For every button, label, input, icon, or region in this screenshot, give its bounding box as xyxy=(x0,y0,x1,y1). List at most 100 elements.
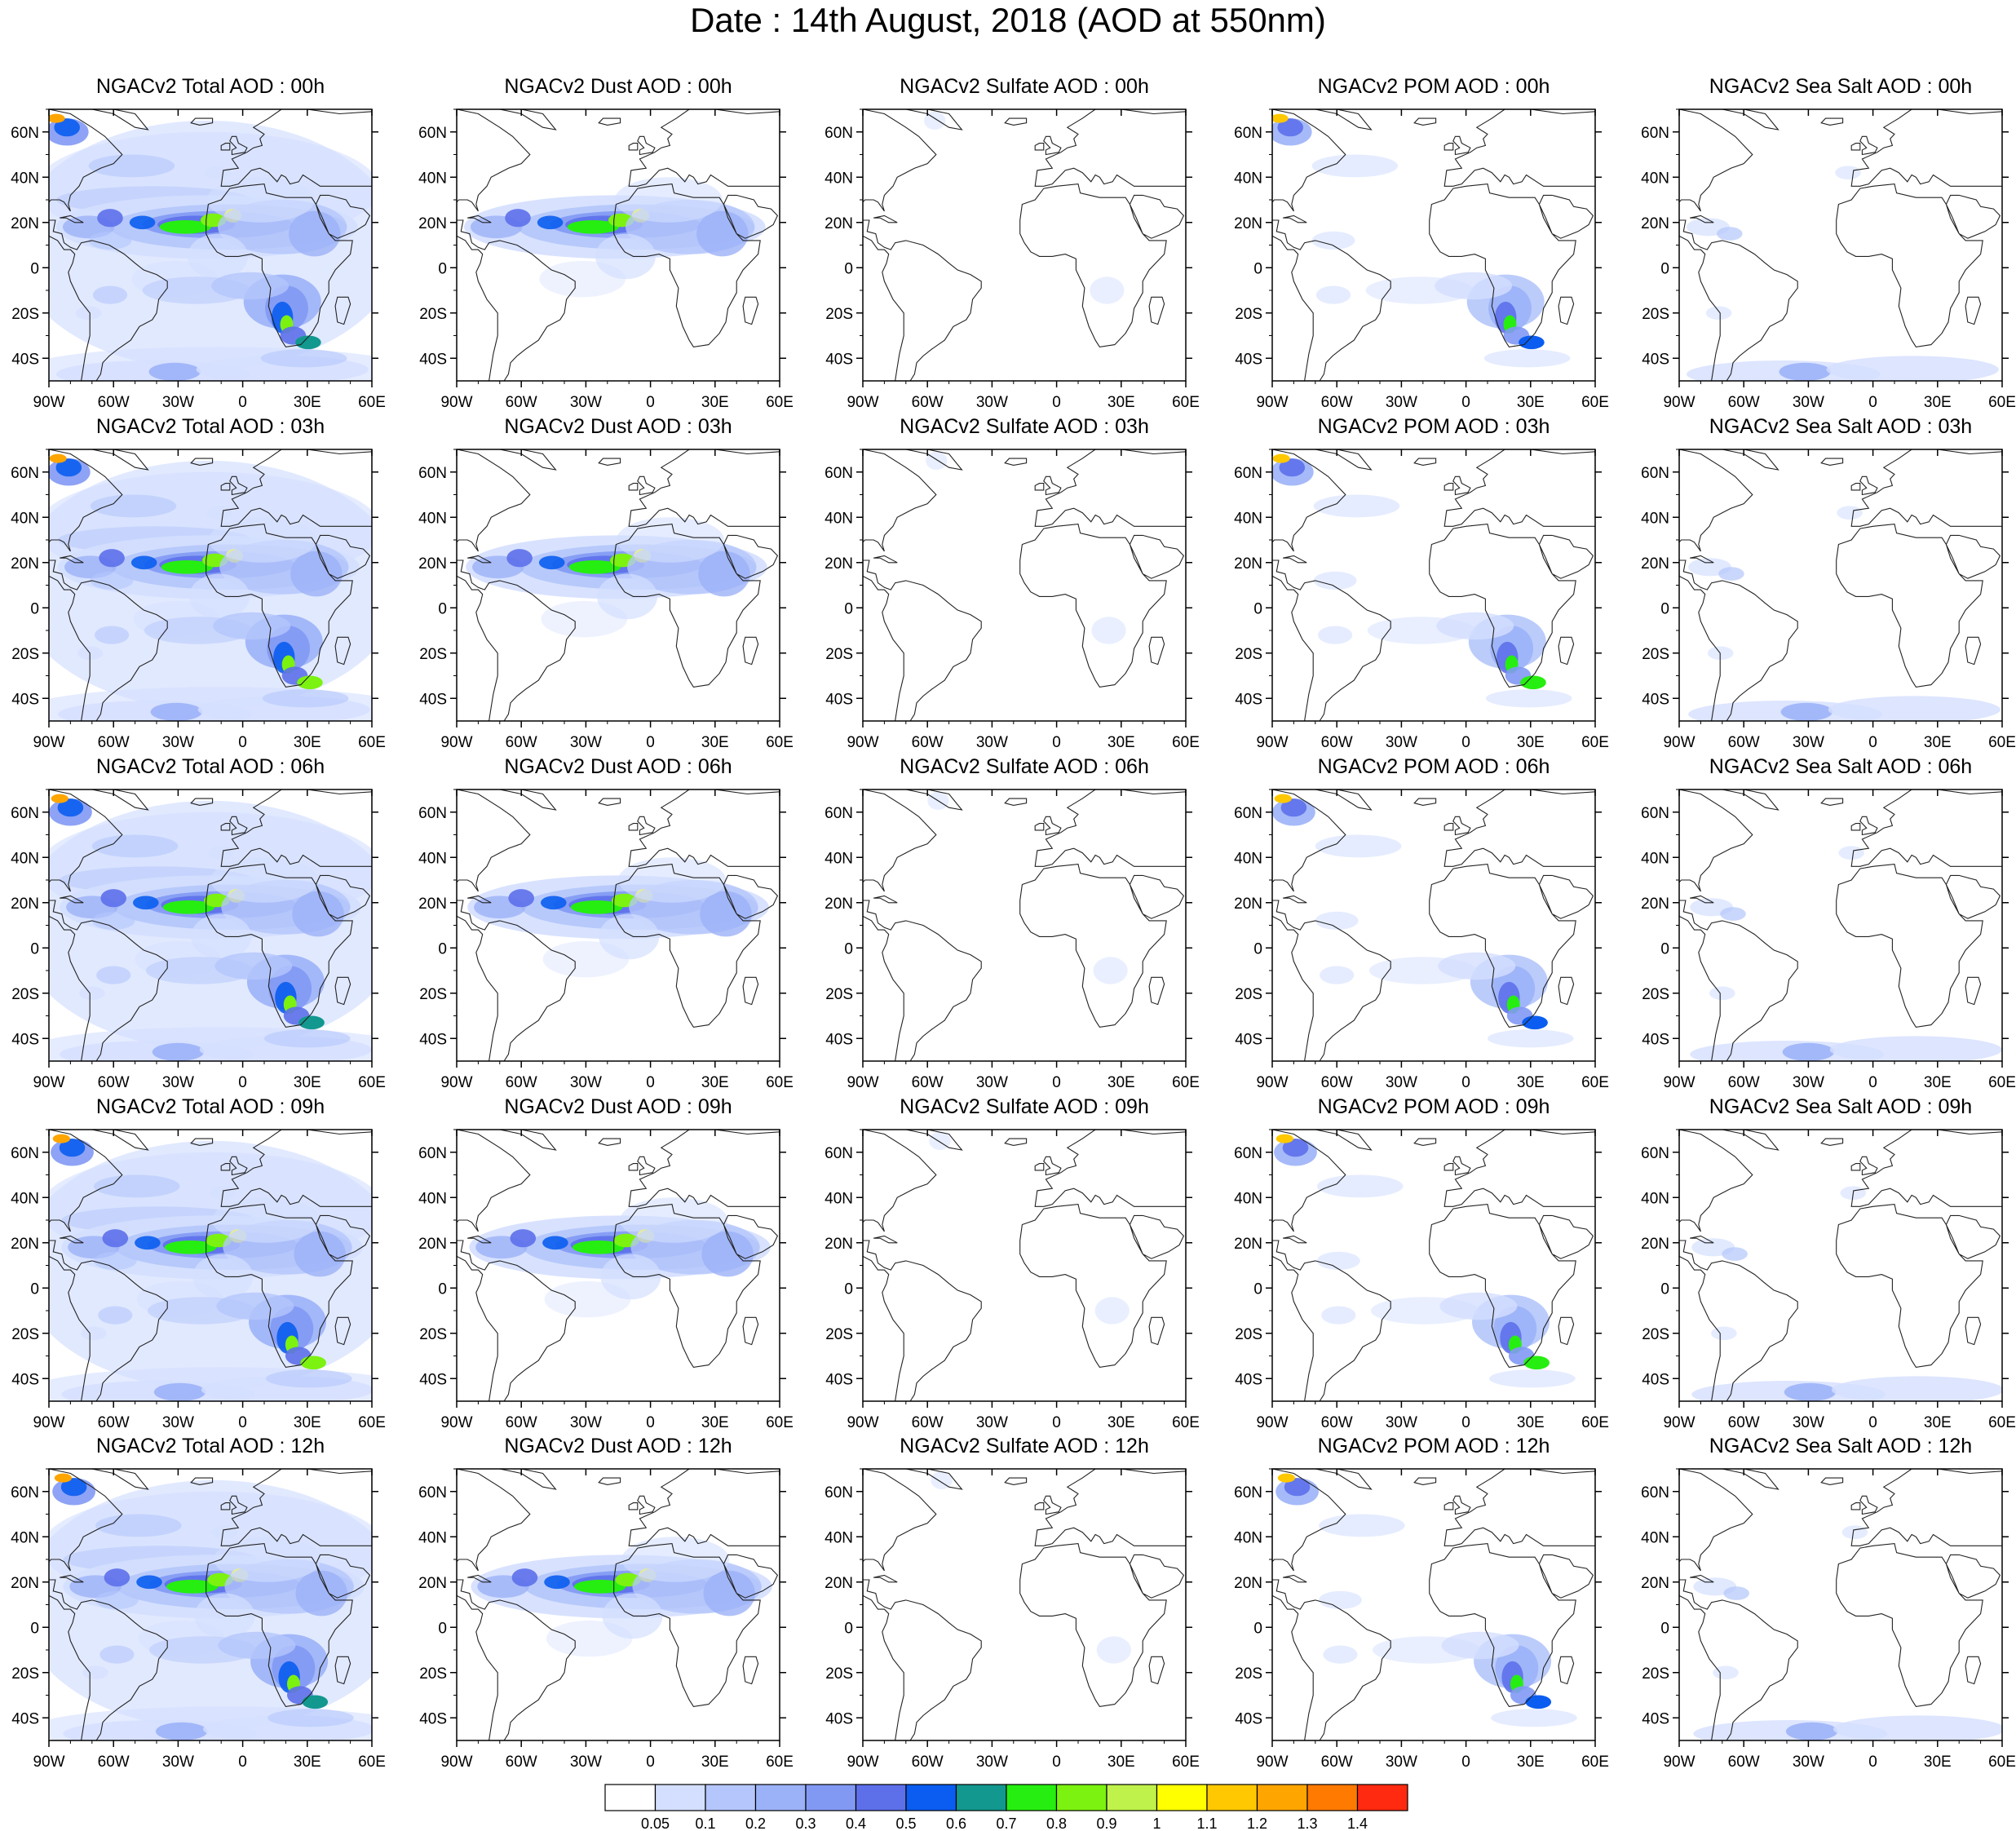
colorbar-swatch xyxy=(805,1784,857,1811)
aod-contour xyxy=(1838,846,1864,860)
lon-tick-label: 60W xyxy=(98,1074,130,1091)
lat-tick-label: 40N xyxy=(418,1190,447,1207)
lat-tick-label: 60N xyxy=(418,805,447,822)
aod-contour xyxy=(1318,626,1353,644)
panel-title: NGACv2 Sulfate AOD : 12h xyxy=(900,1435,1149,1457)
aod-contour xyxy=(52,1134,70,1143)
aod-contour xyxy=(55,458,82,477)
lon-tick-label: 0 xyxy=(1461,734,1470,751)
lon-tick-label: 60E xyxy=(766,394,794,411)
aod-contour xyxy=(54,1473,72,1483)
lat-tick-label: 0 xyxy=(844,600,853,617)
aod-contour xyxy=(90,494,177,518)
lon-tick-label: 0 xyxy=(1868,394,1877,411)
lat-tick-label: 20S xyxy=(419,1665,447,1683)
aod-contour xyxy=(700,891,752,937)
aod-contour xyxy=(92,285,128,304)
lon-tick-label: 60E xyxy=(766,1074,794,1091)
lon-tick-label: 90W xyxy=(847,1754,878,1771)
lat-tick-label: 60N xyxy=(418,1484,447,1502)
lon-tick-label: 60E xyxy=(358,1414,386,1431)
lat-tick-label: 40N xyxy=(418,170,447,187)
lon-tick-label: 30E xyxy=(1517,394,1545,411)
lat-tick-label: 0 xyxy=(1660,940,1669,958)
lat-tick-label: 60N xyxy=(11,465,39,482)
lat-tick-label: 40N xyxy=(11,850,39,867)
lat-tick-label: 0 xyxy=(30,940,39,958)
aod-contour xyxy=(541,600,628,638)
colorbar-swatch xyxy=(654,1784,706,1811)
lon-tick-label: 30W xyxy=(162,1414,194,1431)
lat-tick-label: 20S xyxy=(825,306,853,323)
aod-contour xyxy=(1709,986,1735,1001)
lon-tick-label: 30W xyxy=(570,1074,602,1091)
lat-tick-label: 20N xyxy=(418,215,447,232)
panel-title: NGACv2 Sulfate AOD : 00h xyxy=(900,75,1149,98)
lat-tick-label: 20S xyxy=(419,1326,447,1343)
lat-tick-label: 40N xyxy=(1234,1190,1262,1207)
aod-contour xyxy=(542,940,630,978)
aod-contour xyxy=(133,896,159,910)
aod-field xyxy=(1679,1130,2002,1401)
lon-tick-label: 0 xyxy=(1052,1414,1061,1431)
lat-tick-label: 40S xyxy=(1235,351,1262,368)
lat-tick-label: 0 xyxy=(438,1620,447,1637)
map-panel: 90W 60W 30W 0 30E 60E 60N 40N 20N 0 20S 40S xyxy=(418,449,794,751)
lon-tick-label: 90W xyxy=(440,1754,472,1771)
lat-tick-label: 0 xyxy=(1253,600,1262,617)
aod-contour xyxy=(188,233,248,280)
lon-tick-label: 0 xyxy=(1052,1754,1061,1771)
lon-tick-label: 90W xyxy=(33,1414,64,1431)
aod-contour xyxy=(292,891,344,937)
aod-contour xyxy=(267,1709,354,1727)
lat-tick-label: 20N xyxy=(1641,555,1669,573)
lon-tick-label: 60E xyxy=(1172,734,1200,751)
aod-contour xyxy=(1722,1247,1748,1261)
panel-title: NGACv2 Total AOD : 00h xyxy=(95,75,325,98)
lon-tick-label: 0 xyxy=(238,734,247,751)
lon-tick-label: 60W xyxy=(1321,1074,1353,1091)
lon-tick-label: 60E xyxy=(1988,394,2016,411)
map-panel: 90W 60W 30W 0 30E 60E 60N 40N 20N 0 20S 40S xyxy=(418,789,794,1091)
lat-tick-label: 60N xyxy=(1234,805,1262,822)
aod-field xyxy=(49,1130,372,1401)
aod-field xyxy=(457,1469,780,1740)
lat-tick-label: 20S xyxy=(419,986,447,1003)
lon-tick-label: 60E xyxy=(358,394,386,411)
panel-title: NGACv2 Sea Salt AOD : 12h xyxy=(1709,1435,1973,1457)
coastline xyxy=(457,789,780,1061)
colorbar-swatch xyxy=(1256,1784,1308,1811)
lon-tick-label: 90W xyxy=(1663,394,1695,411)
lat-tick-label: 20N xyxy=(1641,215,1669,232)
lon-tick-label: 0 xyxy=(646,1754,655,1771)
lon-tick-label: 0 xyxy=(1052,734,1061,751)
coastline xyxy=(457,1469,780,1740)
coastline xyxy=(457,1130,780,1401)
aod-contour xyxy=(1313,494,1400,518)
lon-tick-label: 30E xyxy=(1107,1754,1135,1771)
lon-tick-label: 60W xyxy=(98,1754,130,1771)
aod-contour xyxy=(99,549,125,568)
lat-tick-label: 40S xyxy=(1235,1031,1262,1048)
aod-contour xyxy=(1311,154,1399,178)
aod-contour xyxy=(135,1236,161,1250)
lon-tick-label: 30W xyxy=(976,1074,1008,1091)
aod-contour xyxy=(93,1251,137,1270)
lon-tick-label: 60E xyxy=(1172,1754,1200,1771)
lat-tick-label: 20N xyxy=(11,555,39,573)
coastline xyxy=(1679,449,2002,721)
map-panel: 90W 60W 30W 0 30E 60E 60N 40N 20N 0 20S 40S xyxy=(1234,1129,1609,1431)
lon-tick-label: 60E xyxy=(766,1754,794,1771)
map-panel: 90W 60W 30W 0 30E 60E 60N 40N 20N 0 20S 40S xyxy=(1641,108,2016,411)
colorbar-swatch xyxy=(1055,1784,1107,1811)
lat-tick-label: 20S xyxy=(825,1665,853,1683)
lon-tick-label: 90W xyxy=(1663,1414,1695,1431)
aod-contour xyxy=(208,846,234,860)
lat-tick-label: 0 xyxy=(30,260,39,277)
lat-tick-label: 0 xyxy=(844,940,853,958)
lon-tick-label: 60W xyxy=(98,394,130,411)
coastline xyxy=(1272,449,1595,721)
lon-tick-label: 30E xyxy=(1924,1074,1952,1091)
lat-tick-label: 20S xyxy=(1642,306,1669,323)
lat-tick-label: 20N xyxy=(1234,1236,1262,1253)
